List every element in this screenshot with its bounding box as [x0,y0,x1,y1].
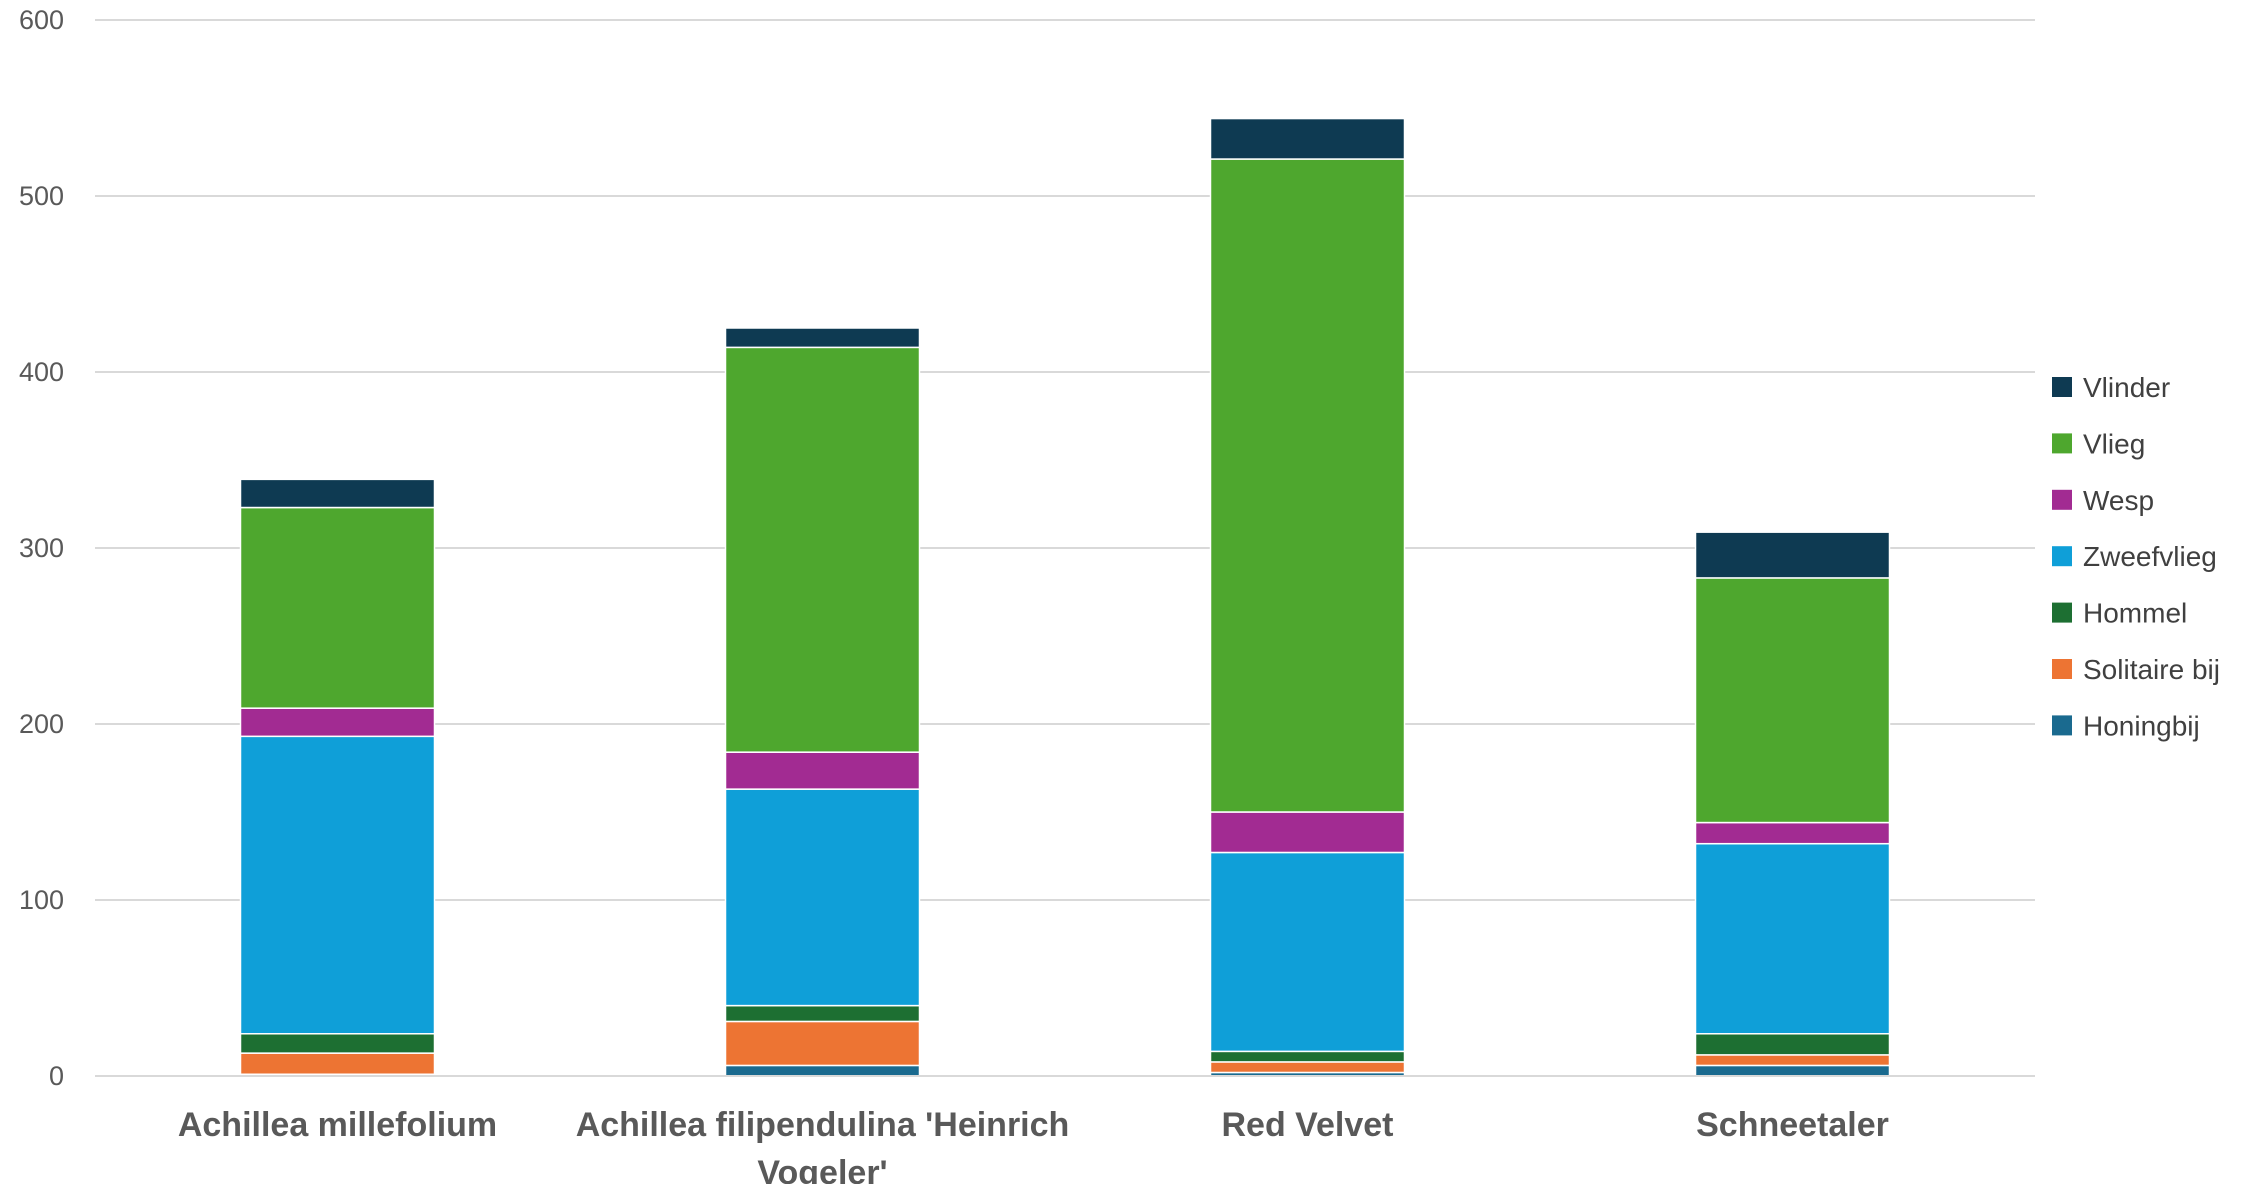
bar-segment-vlinder [1694,531,1891,579]
bar-segment-hommel [1694,1033,1891,1056]
bar-segment-solitaire-bij [1694,1054,1891,1067]
bars [239,117,1891,1077]
bar-segment-hommel [724,1004,921,1023]
y-tick-label: 200 [19,709,64,739]
bar-stack [1209,117,1406,1077]
bar-segment-honingbij [1694,1064,1891,1077]
bar-segment-vlieg [1209,158,1406,813]
bar-segment-wesp [1209,811,1406,854]
bar-segment-zweefvlieg [239,735,436,1035]
bar-segment-honingbij [724,1064,921,1077]
bar-segment-solitaire-bij [1209,1061,1406,1074]
y-tick-label: 500 [19,181,64,211]
x-category-label: Schneetaler [1696,1106,1889,1144]
legend-label: Hommel [2083,598,2187,629]
bar-stack [724,327,921,1077]
x-category-label: Achillea filipendulina 'Heinrich [576,1106,1070,1144]
legend-swatch [2052,659,2072,679]
bar-segment-zweefvlieg [1209,851,1406,1053]
bar-segment-vlinder [239,478,436,509]
bar-segment-zweefvlieg [1694,842,1891,1035]
bar-segment-hommel [239,1033,436,1054]
bar-segment-zweefvlieg [724,788,921,1007]
bar-segment-wesp [1694,821,1891,845]
bar-segment-wesp [239,707,436,738]
x-category-label: Red Velvet [1222,1106,1394,1144]
bar-stack [1694,531,1891,1077]
legend-label: Honingbij [2083,710,2200,741]
legend-swatch [2052,433,2072,454]
bar-segment-vlinder [1209,117,1406,160]
legend: Vlinder Vlieg Wesp Zweefvlieg Hommel Solitair… [2052,372,2220,741]
y-tick-label: 0 [49,1061,64,1091]
bar-segment-vlieg [724,346,921,753]
x-category-label: Achillea millefolium [178,1106,497,1144]
legend-label: Vlieg [2083,428,2145,459]
bar-segment-vlieg [239,506,436,709]
bar-stack [239,478,436,1077]
legend-swatch [2052,377,2072,397]
y-tick-label: 300 [19,533,64,563]
legend-swatch [2052,546,2072,567]
bar-segment-solitaire-bij [239,1052,436,1075]
legend-swatch [2052,715,2072,736]
bar-segment-hommel [1209,1050,1406,1063]
y-tick-label: 400 [19,357,64,387]
legend-label: Solitaire bij [2083,654,2220,685]
y-axis-tick-labels: 0 100 200 300 400 500 600 [19,5,64,1091]
x-axis-category-labels: Achillea millefolium Achillea filipenduli… [178,1106,1889,1184]
legend-swatch [2052,489,2072,510]
y-tick-label: 600 [19,5,64,35]
legend-swatch [2052,602,2072,623]
legend-label: Zweefvlieg [2083,541,2217,572]
y-tick-label: 100 [19,885,64,915]
x-category-label: Vogeler' [757,1154,887,1184]
bar-segment-vlieg [1694,577,1891,824]
legend-label: Vlinder [2083,372,2170,403]
legend-label: Wesp [2083,485,2154,516]
bar-segment-vlinder [724,327,921,349]
bar-segment-solitaire-bij [724,1020,921,1067]
bar-segment-wesp [724,751,921,790]
